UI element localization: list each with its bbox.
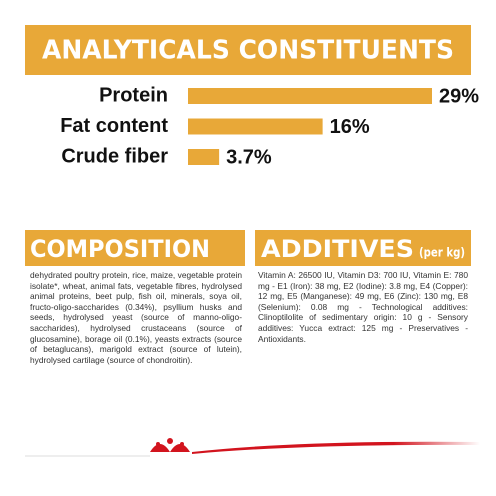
- additives-text: Vitamin A: 26500 IU, Vitamin D3: 700 IU,…: [258, 270, 468, 344]
- value-label: 16%: [330, 116, 370, 138]
- additives-banner: [255, 230, 471, 266]
- category-label: Fat content: [60, 115, 168, 137]
- bar: [188, 118, 323, 135]
- bar-chart: Protein 29% Fat content 16% Crude fiber 3.7%: [60, 84, 479, 168]
- brand-logo: [150, 438, 190, 452]
- composition-title: COMPOSITION: [30, 235, 210, 263]
- category-label: Crude fiber: [61, 145, 168, 167]
- composition-banner: [25, 230, 245, 266]
- title-banner: [25, 25, 471, 75]
- value-label: 3.7%: [226, 146, 272, 168]
- chart-title: ANALYTICALS CONSTITUENTS: [42, 36, 454, 66]
- category-label: Protein: [99, 84, 168, 106]
- brand-line: [192, 441, 480, 454]
- additives-unit: (per kg): [419, 246, 465, 260]
- bar: [188, 88, 432, 104]
- value-label: 29%: [439, 85, 479, 107]
- bar: [188, 149, 220, 165]
- composition-text: dehydrated poultry protein, rice, maize,…: [30, 270, 242, 365]
- additives-title: ADDITIVES: [261, 235, 414, 263]
